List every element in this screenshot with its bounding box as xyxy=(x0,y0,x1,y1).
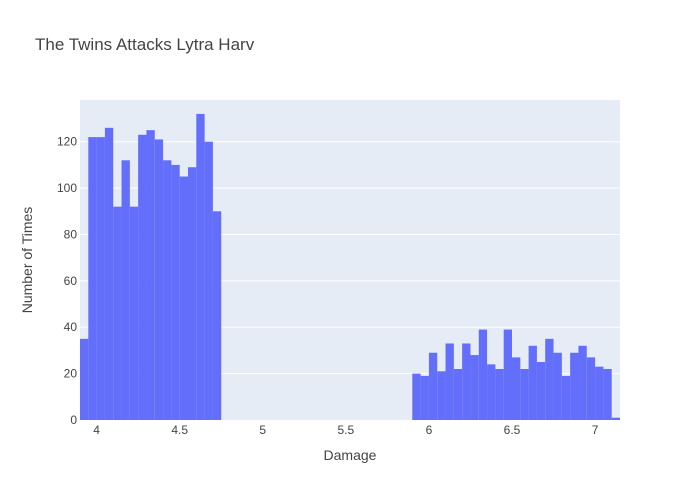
histogram-bar xyxy=(212,211,222,420)
y-tick-label: 80 xyxy=(64,227,78,241)
histogram-bar xyxy=(528,345,537,420)
histogram-bar xyxy=(129,206,139,420)
histogram-bar xyxy=(121,160,130,420)
x-tick-label: 6.5 xyxy=(504,423,521,437)
histogram-bar xyxy=(138,134,147,421)
histogram-bar xyxy=(80,338,89,420)
histogram-bar xyxy=(536,362,546,420)
histogram-bar xyxy=(188,167,197,420)
y-axis-ticks: 0 20 40 60 80 100 120 xyxy=(57,135,77,427)
histogram-bar xyxy=(561,375,571,420)
histogram-bar xyxy=(586,357,596,420)
histogram-bar xyxy=(204,141,213,420)
histogram-bar xyxy=(503,329,512,420)
histogram-bar xyxy=(96,137,105,421)
y-axis-title: Number of Times xyxy=(19,207,35,314)
x-tick-label: 6 xyxy=(426,423,433,437)
histogram-bar xyxy=(453,368,463,420)
x-tick-label: 5.5 xyxy=(338,423,355,437)
x-axis-ticks: 4 4.5 5 5.5 6 6.5 7 xyxy=(93,423,598,437)
x-axis-title: Damage xyxy=(324,447,377,463)
histogram-bars xyxy=(80,113,620,421)
histogram-bar xyxy=(146,130,155,420)
histogram-bar xyxy=(163,160,172,420)
histogram-bar xyxy=(171,164,180,420)
histogram-bar xyxy=(445,343,454,420)
histogram-bar xyxy=(154,139,164,420)
x-tick-label: 4 xyxy=(93,423,100,437)
x-tick-label: 4.5 xyxy=(171,423,188,437)
y-tick-label: 60 xyxy=(64,274,78,288)
histogram-bar xyxy=(113,206,122,420)
y-tick-label: 0 xyxy=(70,413,77,427)
histogram-bar xyxy=(553,352,562,420)
histogram-bar xyxy=(462,343,471,420)
histogram-bar xyxy=(595,366,604,420)
histogram-bar xyxy=(179,176,188,420)
y-tick-label: 120 xyxy=(57,135,77,149)
histogram-bar xyxy=(428,352,438,420)
histogram-bar xyxy=(545,338,554,420)
histogram-bar xyxy=(570,352,579,420)
chart-title: The Twins Attacks Lytra Harv xyxy=(35,35,255,54)
histogram-bar xyxy=(487,364,496,420)
histogram-bar xyxy=(470,355,479,420)
histogram-bar xyxy=(495,368,504,420)
histogram-bar xyxy=(412,373,421,420)
histogram-bar xyxy=(478,329,488,420)
x-tick-label: 7 xyxy=(592,423,599,437)
y-tick-label: 40 xyxy=(64,320,78,334)
histogram-bar xyxy=(611,417,620,420)
histogram-bar xyxy=(512,357,521,420)
histogram-bar xyxy=(603,368,612,420)
histogram-bar xyxy=(420,375,429,420)
histogram-bar xyxy=(104,127,114,421)
histogram-bar xyxy=(196,113,205,421)
histogram-bar xyxy=(437,371,446,420)
histogram-bar xyxy=(578,345,587,420)
histogram-bar xyxy=(520,368,529,420)
x-tick-label: 5 xyxy=(259,423,266,437)
y-tick-label: 100 xyxy=(57,181,77,195)
histogram-bar xyxy=(88,137,97,421)
y-tick-label: 20 xyxy=(64,367,78,381)
